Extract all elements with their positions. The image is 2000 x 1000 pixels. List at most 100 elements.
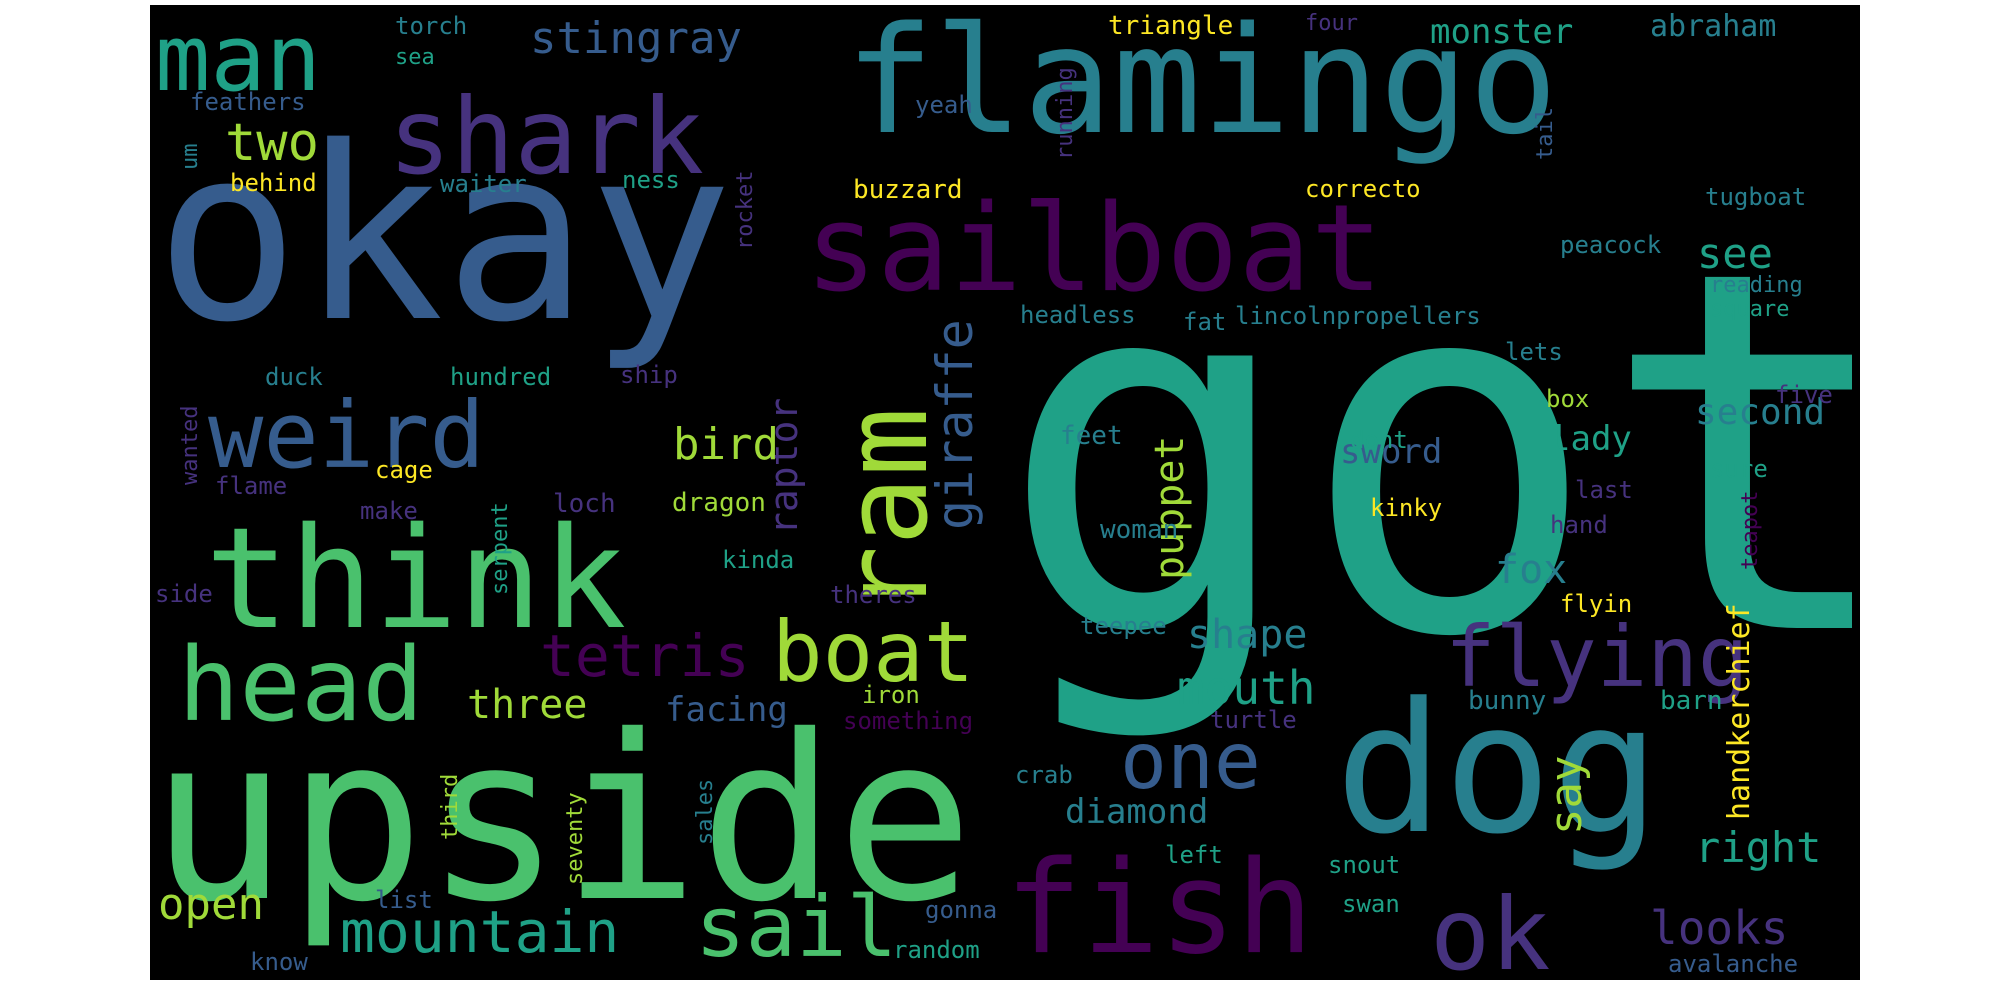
word-right: right bbox=[1695, 823, 1822, 872]
word-tetris: tetris bbox=[540, 622, 750, 690]
word-shape: shape bbox=[1187, 612, 1308, 658]
word-four: four bbox=[1305, 11, 1358, 36]
word-seventy: seventy bbox=[563, 792, 588, 885]
word-headless: headless bbox=[1020, 301, 1136, 329]
word-make: make bbox=[360, 497, 418, 525]
word-got: got bbox=[998, 164, 1860, 746]
word-yeah: yeah bbox=[915, 91, 973, 119]
word-avalanche: avalanche bbox=[1668, 950, 1799, 978]
word-hundred: hundred bbox=[450, 363, 552, 391]
word-buzzard: buzzard bbox=[853, 175, 963, 205]
word-fish: fish bbox=[1005, 834, 1314, 980]
word-open: open bbox=[158, 879, 264, 930]
word-lincolnpropellers: lincolnpropellers bbox=[1235, 302, 1481, 330]
word-sail: sail bbox=[695, 878, 898, 976]
word-triangle: triangle bbox=[1108, 11, 1234, 41]
word-sea: sea bbox=[395, 45, 435, 70]
word-reading: reading bbox=[1710, 273, 1803, 298]
word-feathers: feathers bbox=[190, 88, 306, 116]
word-feet: feet bbox=[1060, 421, 1123, 451]
word-list: list bbox=[375, 886, 433, 914]
word-iron: iron bbox=[862, 681, 920, 709]
word-flamingo: flamingo bbox=[845, 5, 1558, 167]
word-mouth: mouth bbox=[1177, 661, 1316, 715]
word-okay: okay bbox=[155, 95, 733, 375]
word-barn: barn bbox=[1660, 686, 1723, 716]
word-say: say bbox=[1541, 755, 1592, 835]
word-ship: ship bbox=[620, 361, 678, 389]
word-fat: fat bbox=[1183, 308, 1227, 336]
word-sure: sure bbox=[1710, 455, 1768, 483]
word-lets: lets bbox=[1505, 338, 1563, 366]
word-head: head bbox=[178, 626, 424, 745]
word-correcto: correcto bbox=[1305, 175, 1421, 203]
word-handkerchief: handkerchief bbox=[1722, 603, 1757, 820]
word-abraham: abraham bbox=[1650, 9, 1777, 44]
word-rocket: rocket bbox=[733, 170, 758, 250]
word-giraffe: giraffe bbox=[926, 319, 984, 530]
word-random: random bbox=[893, 936, 980, 964]
word-flyin: flyin bbox=[1560, 590, 1633, 618]
word-sword: sword bbox=[1340, 432, 1443, 472]
word-flame: flame bbox=[215, 472, 288, 500]
word-puppet: puppet bbox=[1147, 435, 1193, 581]
word-running: running bbox=[1053, 67, 1078, 160]
word-looks: looks bbox=[1650, 901, 1789, 955]
word-kinky: kinky bbox=[1370, 494, 1443, 522]
word-shark: shark bbox=[388, 76, 705, 198]
word-wanted: wanted bbox=[178, 405, 203, 485]
word-bunny: bunny bbox=[1468, 686, 1547, 716]
word-hand: hand bbox=[1550, 511, 1608, 539]
word-serpent: serpent bbox=[488, 502, 513, 595]
word-last: last bbox=[1575, 476, 1633, 504]
word-facing: facing bbox=[665, 690, 788, 730]
word-teapot: teapot bbox=[1738, 490, 1763, 570]
word-diamond: diamond bbox=[1065, 792, 1209, 832]
word-dog: dog bbox=[1335, 665, 1661, 874]
word-dont: dont bbox=[1350, 426, 1408, 454]
word-cloud-canvas: got okay upside flamingo dog think sailb… bbox=[150, 5, 1860, 980]
word-kinda: kinda bbox=[722, 546, 795, 574]
word-three: three bbox=[467, 682, 588, 728]
word-stingray: stingray bbox=[530, 13, 742, 64]
word-something: something bbox=[843, 707, 974, 735]
word-gonna: gonna bbox=[925, 896, 998, 924]
word-fox: fox bbox=[1495, 547, 1568, 593]
word-turtle: turtle bbox=[1210, 706, 1297, 734]
word-peacock: peacock bbox=[1560, 231, 1662, 259]
word-see: see bbox=[1697, 229, 1773, 278]
word-woman: woman bbox=[1100, 515, 1179, 545]
word-weird: weird bbox=[208, 382, 485, 489]
word-loch: loch bbox=[553, 489, 616, 519]
word-lady: lady bbox=[1550, 419, 1632, 459]
word-torch: torch bbox=[395, 12, 468, 40]
word-know: know bbox=[250, 948, 308, 976]
word-man: man bbox=[155, 5, 322, 112]
word-square: square bbox=[1710, 297, 1790, 322]
word-teepee: teepee bbox=[1080, 612, 1167, 640]
word-side: side bbox=[155, 580, 213, 608]
word-mountain: mountain bbox=[340, 898, 620, 966]
word-sailboat: sailboat bbox=[805, 180, 1383, 319]
word-ness: ness bbox=[622, 166, 680, 194]
word-swan: swan bbox=[1342, 890, 1400, 918]
word-behind: behind bbox=[230, 169, 317, 197]
word-dragon: dragon bbox=[672, 488, 766, 518]
word-box: box bbox=[1546, 385, 1590, 413]
word-two: two bbox=[225, 113, 319, 173]
word-upside: upside bbox=[150, 686, 974, 952]
word-crab: crab bbox=[1015, 761, 1073, 789]
word-tugboat: tugboat bbox=[1705, 183, 1807, 211]
word-flying: flying bbox=[1445, 608, 1749, 706]
word-second: second bbox=[1695, 392, 1826, 433]
word-waiter: waiter bbox=[440, 170, 527, 198]
word-third: third bbox=[438, 773, 463, 840]
word-one: one bbox=[1120, 717, 1261, 807]
word-um: um bbox=[178, 143, 203, 171]
word-boat: boat bbox=[772, 603, 975, 701]
word-snout: snout bbox=[1328, 851, 1401, 879]
word-monster: monster bbox=[1430, 12, 1574, 52]
word-cage: cage bbox=[375, 456, 433, 484]
word-bird: bird bbox=[673, 419, 779, 470]
word-left: left bbox=[1165, 841, 1223, 869]
